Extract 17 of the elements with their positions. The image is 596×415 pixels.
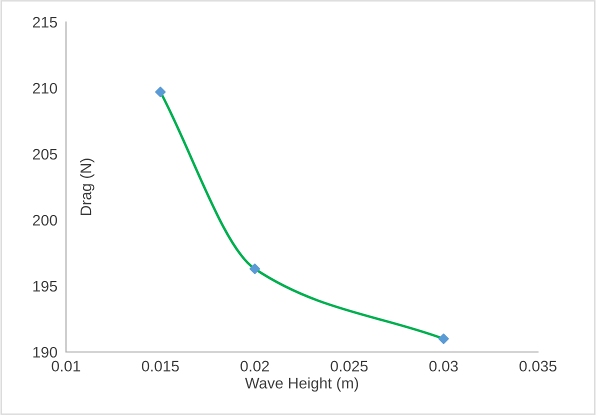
x-tick-label: 0.03: [429, 360, 458, 372]
point: [438, 334, 449, 344]
y-axis-title: Drag (N): [80, 158, 94, 216]
y-tick-label: 195: [33, 280, 58, 292]
y-tick-label: 215: [32, 16, 58, 28]
x-tick-label: 0.015: [142, 360, 179, 372]
y-tick-label: 205: [32, 148, 58, 160]
y-tick-label: 190: [33, 346, 58, 358]
point: [155, 86, 166, 98]
point: [250, 264, 260, 274]
x-tick-label: 0.035: [519, 360, 556, 372]
y-tick-label: 200: [32, 214, 58, 226]
x-tick-label: 0.01: [52, 360, 80, 372]
y-tick-label: 210: [32, 82, 58, 94]
x-axis-title: Wave Height (m): [245, 377, 358, 392]
x-tick-label: 0.02: [240, 360, 269, 372]
x-tick-label: 0.025: [330, 360, 368, 372]
